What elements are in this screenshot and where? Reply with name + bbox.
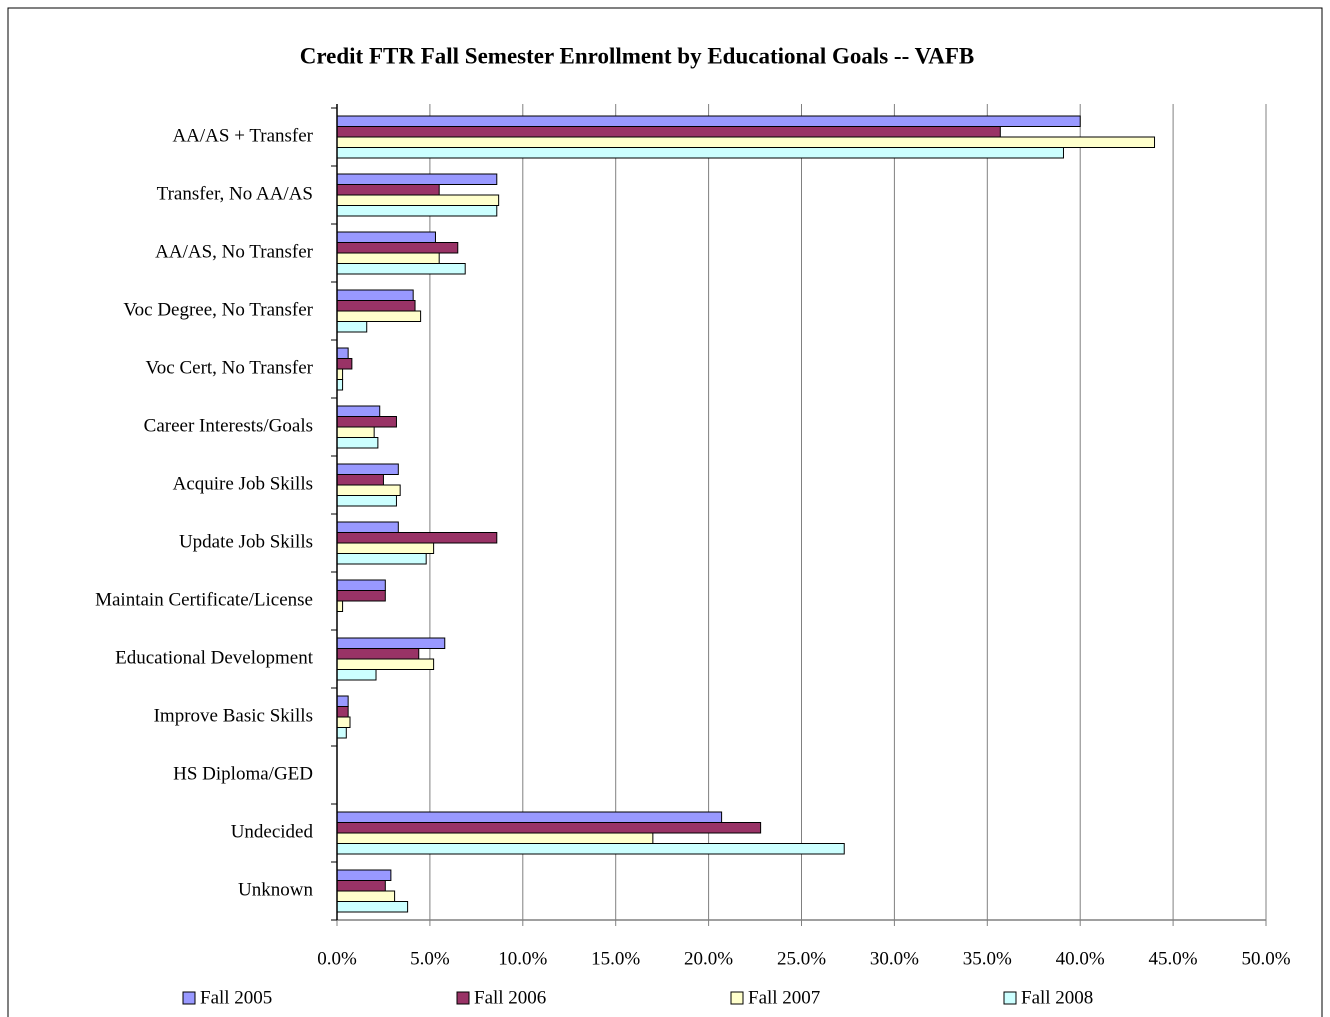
x-tick-label: 30.0% <box>870 948 919 969</box>
legend-label: Fall 2007 <box>748 987 820 1008</box>
bar <box>336 358 353 370</box>
bar <box>336 347 349 359</box>
x-tick-label: 25.0% <box>777 948 826 969</box>
y-tick-label: Career Interests/Goals <box>144 415 313 436</box>
bar <box>336 263 466 275</box>
chart-border <box>7 7 1323 1017</box>
bar <box>336 126 1001 138</box>
bar <box>336 590 386 602</box>
bar <box>336 184 440 196</box>
bar <box>336 416 397 428</box>
bar <box>336 484 401 496</box>
y-tick-label: HS Diploma/GED <box>173 763 313 784</box>
bar <box>336 194 500 206</box>
legend-swatch <box>1003 991 1017 1005</box>
x-tick-label: 5.0% <box>410 948 450 969</box>
bar <box>336 869 392 881</box>
bar <box>336 811 723 823</box>
x-tick-label: 0.0% <box>317 948 357 969</box>
bar <box>336 173 498 185</box>
bar <box>336 147 1064 159</box>
y-tick-label: Voc Degree, No Transfer <box>123 299 313 320</box>
bar <box>336 532 498 544</box>
bar <box>336 669 377 681</box>
bar <box>336 890 396 902</box>
bar <box>336 695 349 707</box>
bar <box>336 321 368 333</box>
chart-title: Credit FTR Fall Semester Enrollment by E… <box>300 43 974 68</box>
y-tick-label: Undecided <box>231 821 314 842</box>
x-tick-label: 40.0% <box>1056 948 1105 969</box>
legend-swatch <box>182 991 196 1005</box>
legend-label: Fall 2005 <box>200 987 272 1008</box>
bar <box>336 706 349 718</box>
legend-swatch <box>730 991 744 1005</box>
x-tick-label: 50.0% <box>1241 948 1290 969</box>
bar <box>336 300 416 312</box>
y-tick-label: AA/AS, No Transfer <box>155 241 313 262</box>
legend-swatch <box>456 991 470 1005</box>
y-tick-label: Voc Cert, No Transfer <box>146 357 314 378</box>
x-tick-label: 45.0% <box>1149 948 1198 969</box>
y-tick-label: Acquire Job Skills <box>173 473 313 494</box>
bar <box>336 379 344 391</box>
bar <box>336 553 427 565</box>
bar <box>336 658 435 670</box>
bar <box>336 463 399 475</box>
bar <box>336 727 347 739</box>
y-tick-label: Educational Development <box>115 647 314 668</box>
bar <box>336 880 386 892</box>
x-tick-label: 20.0% <box>684 948 733 969</box>
bar <box>336 231 436 243</box>
bar <box>336 495 397 507</box>
bar <box>336 542 435 554</box>
bar <box>336 437 379 449</box>
x-tick-label: 15.0% <box>591 948 640 969</box>
bar <box>336 832 654 844</box>
y-tick-label: Transfer, No AA/AS <box>157 183 313 204</box>
y-tick-label: Improve Basic Skills <box>154 705 313 726</box>
y-tick-label: AA/AS + Transfer <box>172 125 313 146</box>
bar <box>336 310 422 322</box>
bar <box>336 901 409 913</box>
bar <box>336 716 351 728</box>
bar <box>336 521 399 533</box>
y-tick-label: Maintain Certificate/License <box>95 589 313 610</box>
bar <box>336 474 384 486</box>
bar <box>336 136 1156 148</box>
bar <box>336 205 498 217</box>
y-tick-label: Update Job Skills <box>179 531 313 552</box>
bar <box>336 637 446 649</box>
bar <box>336 289 414 301</box>
x-tick-label: 10.0% <box>498 948 547 969</box>
x-tick-label: 35.0% <box>963 948 1012 969</box>
legend-label: Fall 2008 <box>1021 987 1093 1008</box>
bar <box>336 252 440 264</box>
bar <box>336 600 344 612</box>
bar <box>336 648 420 660</box>
bar <box>336 579 386 591</box>
bar <box>336 822 762 834</box>
bar <box>336 115 1081 127</box>
y-tick-label: Unknown <box>238 879 313 900</box>
bar <box>336 242 459 254</box>
bar <box>336 843 845 855</box>
bar <box>336 368 344 380</box>
bar <box>336 405 381 417</box>
bar <box>336 426 375 438</box>
legend-label: Fall 2006 <box>474 987 546 1008</box>
